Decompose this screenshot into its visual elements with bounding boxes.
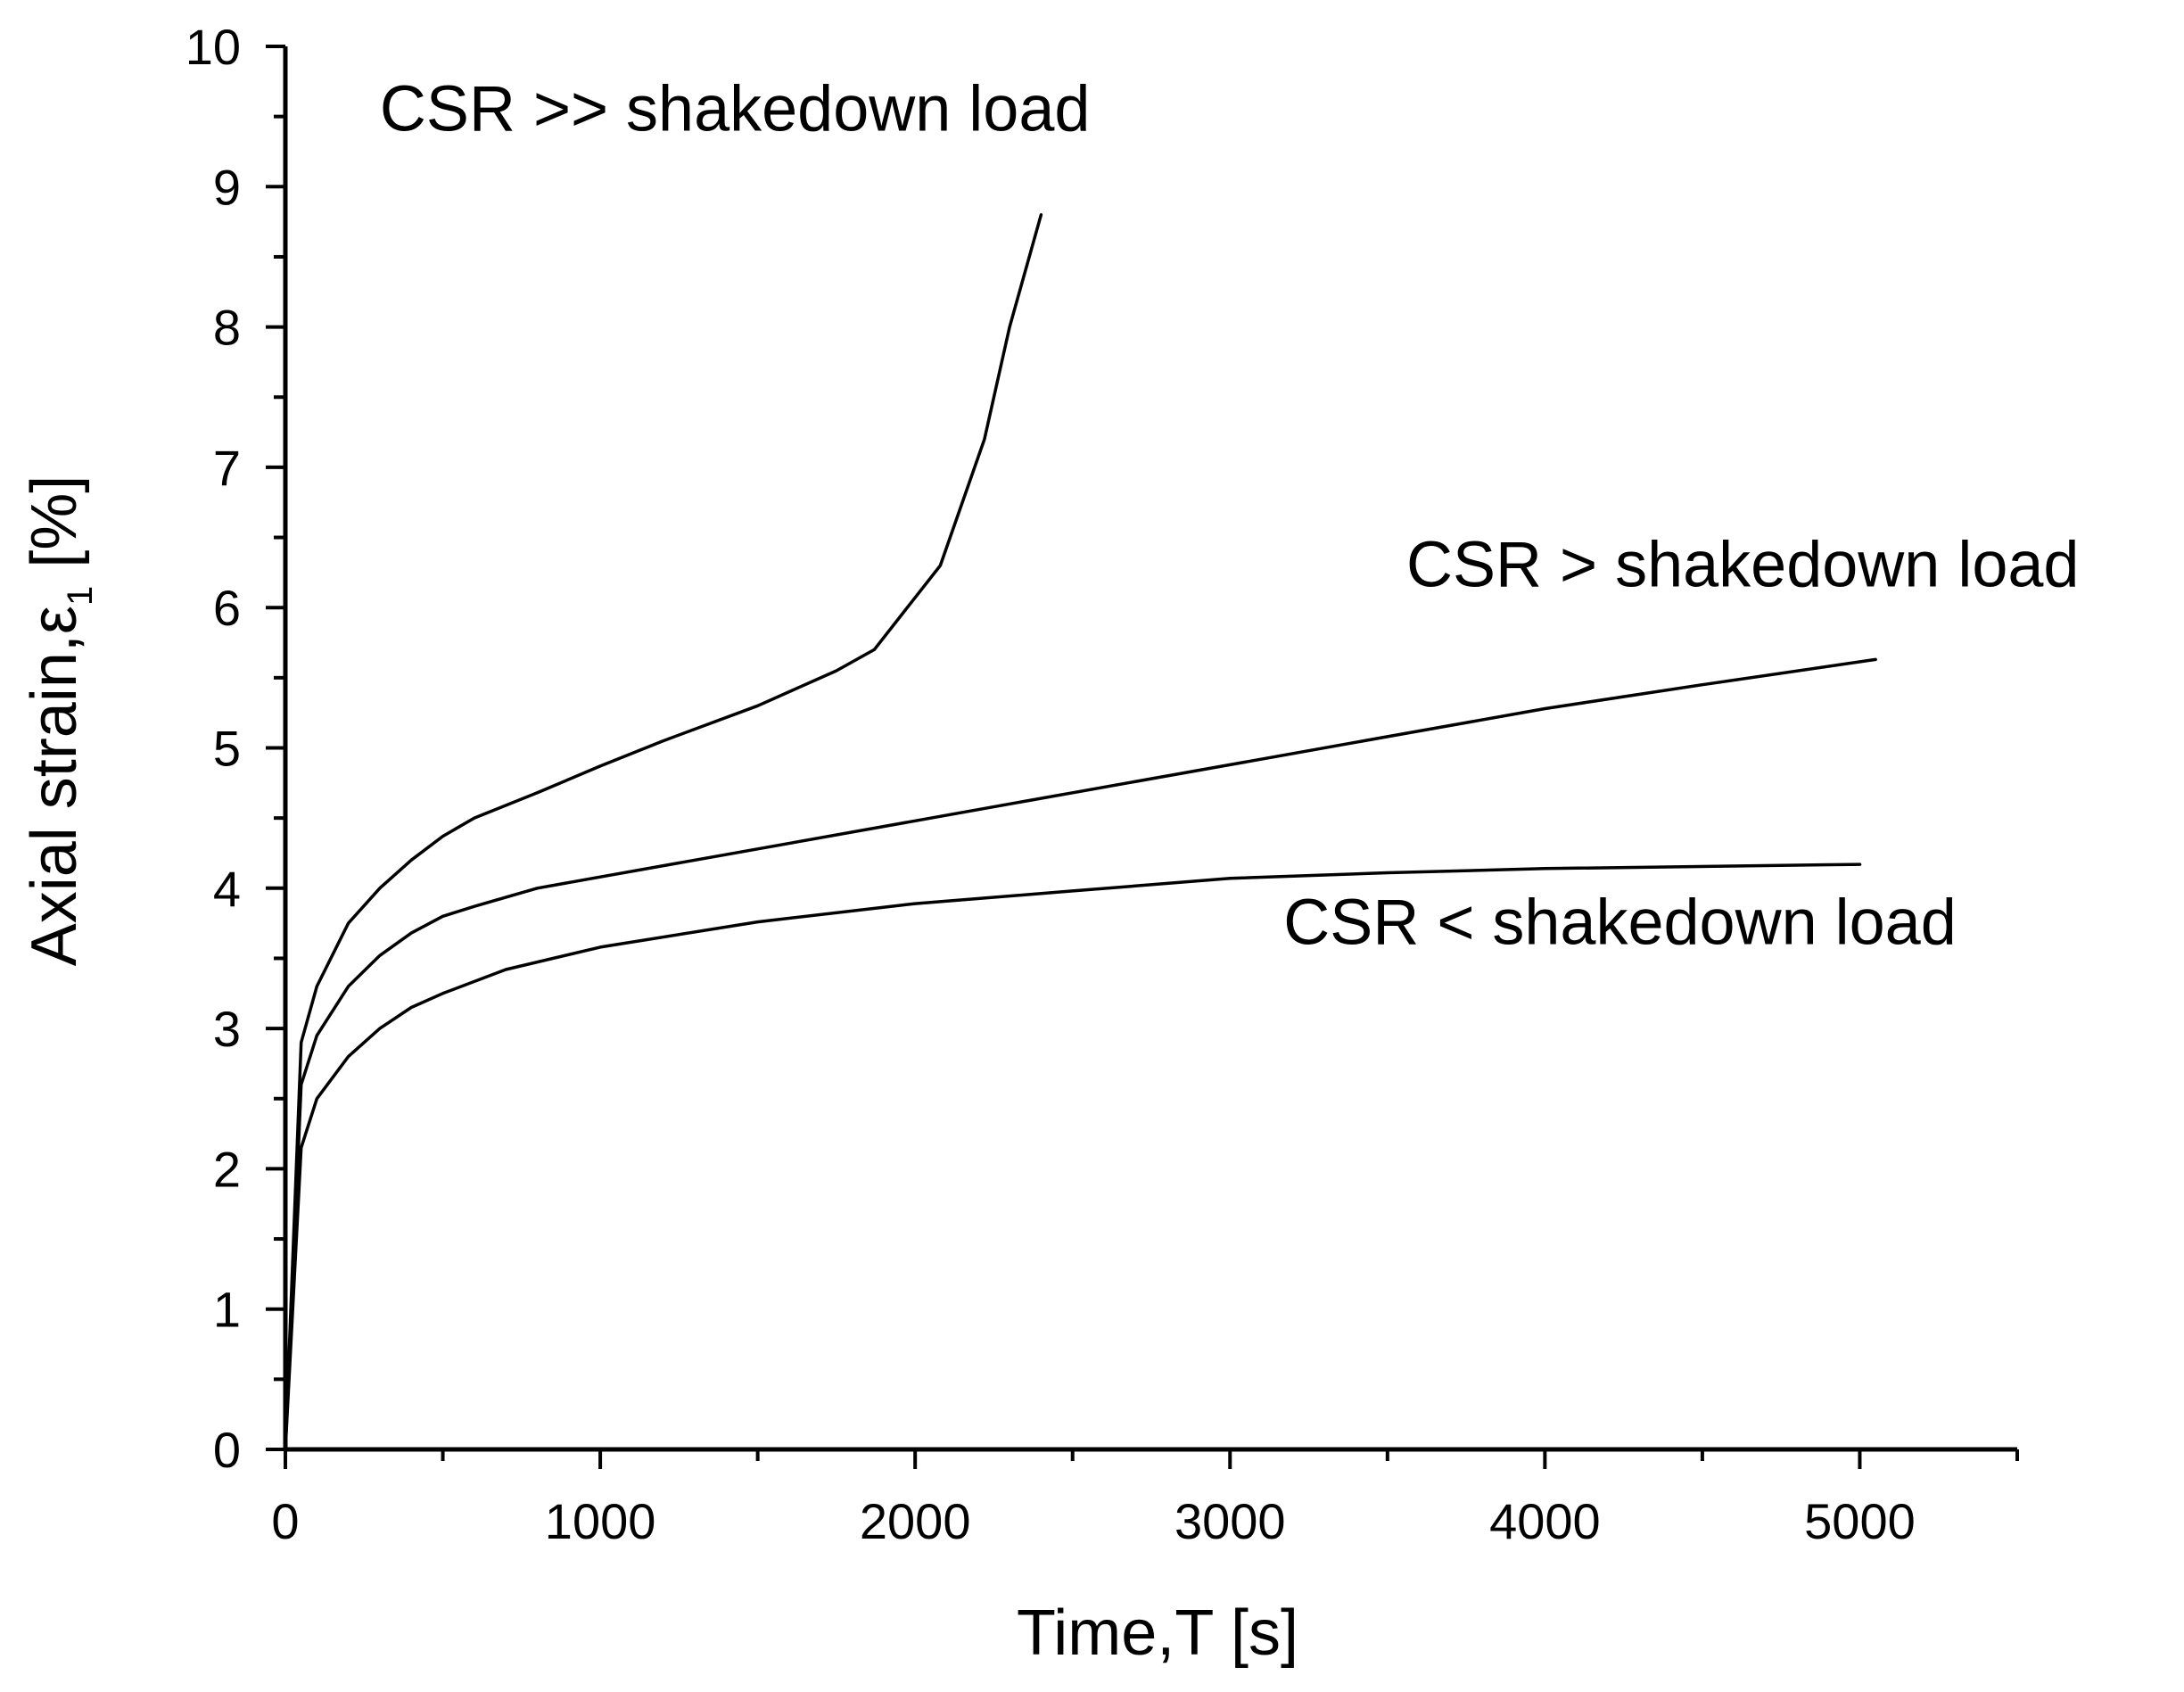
x-tick-label: 1000 bbox=[545, 1493, 656, 1549]
y-tick-label: 3 bbox=[213, 1001, 241, 1057]
y-tick-label: 1 bbox=[213, 1282, 241, 1338]
x-tick-label: 3000 bbox=[1174, 1493, 1286, 1549]
series-line-csr-much-greater bbox=[284, 213, 1043, 1451]
x-tick-label: 4000 bbox=[1489, 1493, 1601, 1549]
y-tick-label: 8 bbox=[213, 300, 241, 356]
series-line-csr-greater bbox=[284, 657, 1877, 1451]
y-axis-title-main: Axial strain,ε bbox=[19, 606, 90, 966]
tick-labels: 0 1000 2000 3000 4000 5000 0 1 2 3 4 5 6 7 8 9 10 bbox=[185, 19, 1916, 1549]
y-tick-label: 7 bbox=[213, 440, 241, 496]
x-tick-label: 0 bbox=[271, 1493, 299, 1549]
axes bbox=[283, 46, 2017, 1452]
annotation-csr-greater: CSR > shakedown load bbox=[1406, 530, 2079, 601]
y-tick-label: 5 bbox=[213, 721, 241, 777]
series-lines bbox=[284, 213, 1877, 1451]
y-tick-label: 2 bbox=[213, 1141, 241, 1197]
series-line-csr-less bbox=[284, 863, 1862, 1451]
y-tick-label: 10 bbox=[185, 19, 241, 75]
x-tick-label: 5000 bbox=[1804, 1493, 1916, 1549]
y-axis-title-unit: [%] bbox=[19, 475, 90, 586]
annotation-csr-much-greater: CSR >> shakedown load bbox=[380, 73, 1091, 144]
y-tick-label: 6 bbox=[213, 580, 241, 636]
y-tick-label: 0 bbox=[213, 1422, 241, 1478]
x-axis-title: Time,T [s] bbox=[1017, 1597, 1298, 1669]
y-tick-label: 9 bbox=[213, 159, 241, 215]
x-tick-label: 2000 bbox=[860, 1493, 971, 1549]
annotation-csr-less: CSR < shakedown load bbox=[1283, 887, 1956, 959]
y-tick-label: 4 bbox=[213, 861, 241, 917]
y-axis-title: Axial strain,ε1 [%] bbox=[19, 475, 100, 967]
y-axis-title-subscript: 1 bbox=[61, 586, 100, 606]
ticks bbox=[266, 45, 2019, 1469]
